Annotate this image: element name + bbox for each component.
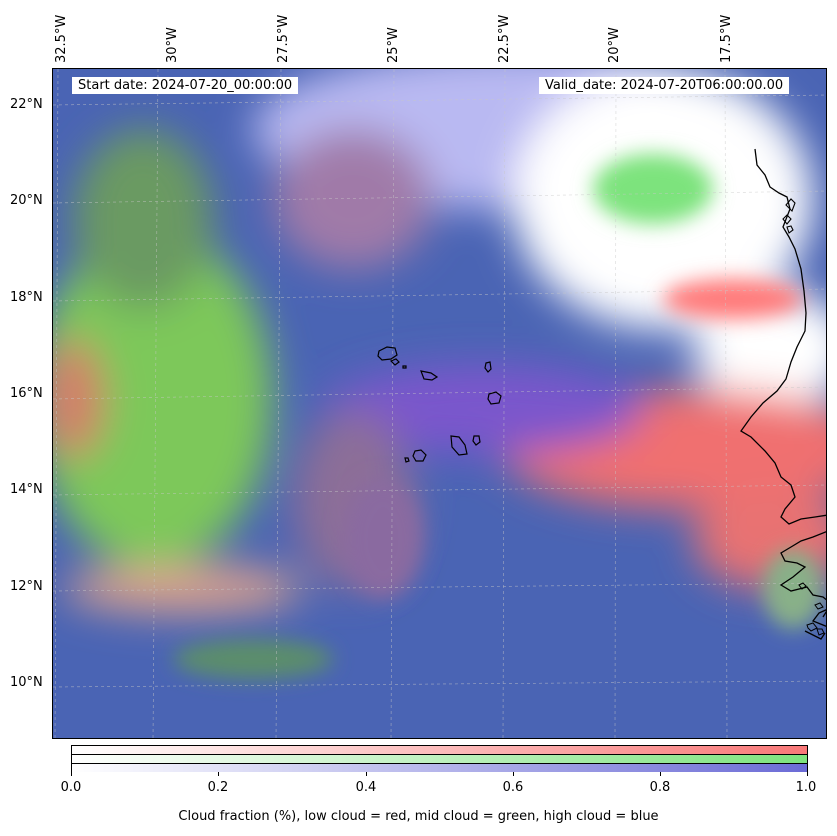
lon-label-25w: 25°W [386, 27, 401, 63]
colorbar-high-cloud [72, 764, 807, 772]
colorbar-low-cloud [72, 746, 807, 755]
mixed-cloud-pink-center [273, 129, 433, 269]
canary-islands-coast [782, 198, 796, 234]
colorbar-tick-3 [513, 772, 514, 776]
lon-label-27-5w: 27.5°W [276, 14, 291, 63]
island-boa-vista [487, 391, 502, 405]
low-cloud-red-coast [663, 279, 803, 319]
lon-label-17-5w: 17.5°W [719, 14, 734, 63]
colorbar-tick-2 [366, 772, 367, 776]
lon-label-20w: 20°W [607, 27, 622, 63]
lon-label-30w: 30°W [165, 27, 180, 63]
mid-cloud-green-southeast [763, 549, 823, 629]
colorbar-tick-1 [218, 772, 219, 776]
mid-cloud-green-south [173, 639, 333, 679]
mid-cloud-green-north [73, 129, 213, 309]
lat-label-18n: 18°N [10, 290, 43, 305]
mid-cloud-green-northeast [593, 154, 713, 224]
high-cloud-white-east [693, 289, 826, 409]
colorbar [71, 745, 808, 772]
colorbar-tick-label-2: 0.4 [355, 780, 377, 795]
colorbar-tick-label-5: 1.0 [795, 780, 817, 795]
island-sao-nicolau [420, 370, 439, 381]
bijagos-islands [798, 582, 825, 636]
valid-date-label: Valid_date: 2024-07-20T06:00:00.00 [539, 77, 790, 94]
island-fogo [412, 449, 427, 462]
colorbar-tick-0 [71, 772, 72, 776]
mid-cloud-green-west [53, 229, 273, 569]
colorbar-tick-label-1: 0.2 [207, 780, 229, 795]
lon-label-22-5w: 22.5°W [497, 14, 512, 63]
colorbar-tick-label-4: 0.8 [649, 780, 671, 795]
high-cloud-purple-band [323, 364, 643, 454]
island-santo-antao [377, 346, 398, 361]
lon-label-32-5w: 32.5°W [54, 14, 69, 63]
lat-label-12n: 12°N [10, 579, 43, 594]
graticule [53, 69, 826, 738]
cape-verde-islands [377, 346, 502, 463]
colorbar-mid-cloud [72, 755, 807, 764]
lat-label-10n: 10°N [10, 675, 43, 690]
colorbar-tick-label-3: 0.6 [502, 780, 524, 795]
coastline-guinea [804, 609, 826, 640]
mixed-cloud-pink-west [53, 339, 103, 459]
island-brava [404, 457, 410, 463]
coastline-west-africa [740, 148, 826, 525]
island-maio [472, 435, 481, 446]
colorbar-title: Cloud fraction (%), low cloud = red, mid… [178, 809, 659, 824]
mixed-cloud-violet [343, 479, 423, 599]
start-date-label: Start date: 2024-07-20_00:00:00 [72, 77, 299, 94]
island-santa-luzia [402, 365, 407, 369]
lat-label-20n: 20°N [10, 193, 43, 208]
island-sal [484, 361, 492, 373]
lat-label-16n: 16°N [10, 386, 43, 401]
colorbar-tick-5 [807, 772, 808, 776]
colorbar-tick-4 [660, 772, 661, 776]
colorbar-tick-label-0: 0.0 [60, 780, 82, 795]
low-cloud-pink-band [63, 564, 303, 614]
island-sao-vicente [389, 358, 400, 366]
lat-label-14n: 14°N [10, 482, 43, 497]
lat-label-22n: 22°N [10, 97, 43, 112]
cloud-fraction-map[interactable] [52, 68, 827, 739]
coastline-guinea-bissau [779, 531, 826, 601]
island-santiago [450, 435, 468, 456]
